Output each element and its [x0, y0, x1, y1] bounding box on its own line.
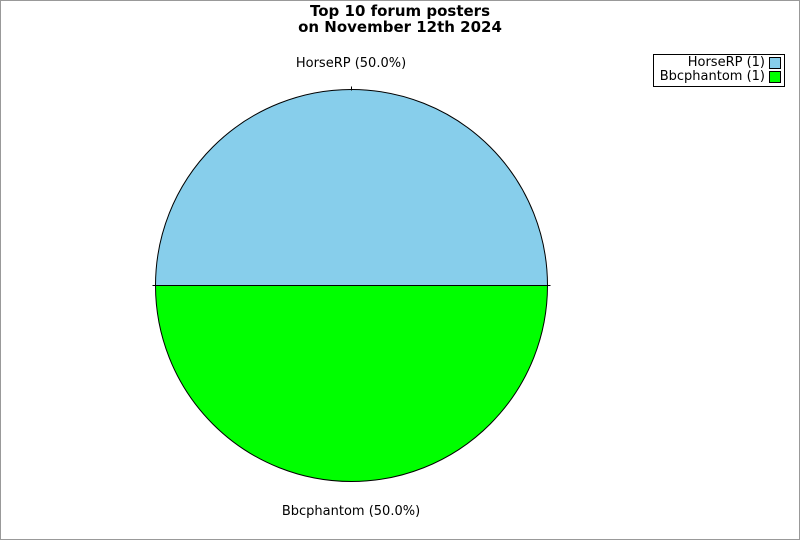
legend-label: HorseRP (1) — [687, 55, 765, 70]
slice-label-horserp: HorseRP (50.0%) — [295, 56, 407, 71]
legend-label: Bbcphantom (1) — [659, 69, 765, 84]
legend-swatch — [769, 57, 781, 69]
chart-title: Top 10 forum posters on November 12th 20… — [1, 3, 799, 35]
legend-row-bbcphantom: Bbcphantom (1) — [660, 70, 781, 84]
chart-title-line2: on November 12th 2024 — [298, 18, 502, 36]
chart-title-line1: Top 10 forum posters — [310, 2, 490, 20]
legend-box: HorseRP (1) Bbcphantom (1) — [652, 54, 785, 87]
slice-label-bbcphantom: Bbcphantom (50.0%) — [281, 504, 421, 519]
pie-slice-horserp — [154, 89, 549, 286]
pie-slice-bbcphantom — [154, 285, 549, 482]
legend-swatch — [769, 71, 781, 83]
legend-row-horserp: HorseRP (1) — [660, 56, 781, 70]
